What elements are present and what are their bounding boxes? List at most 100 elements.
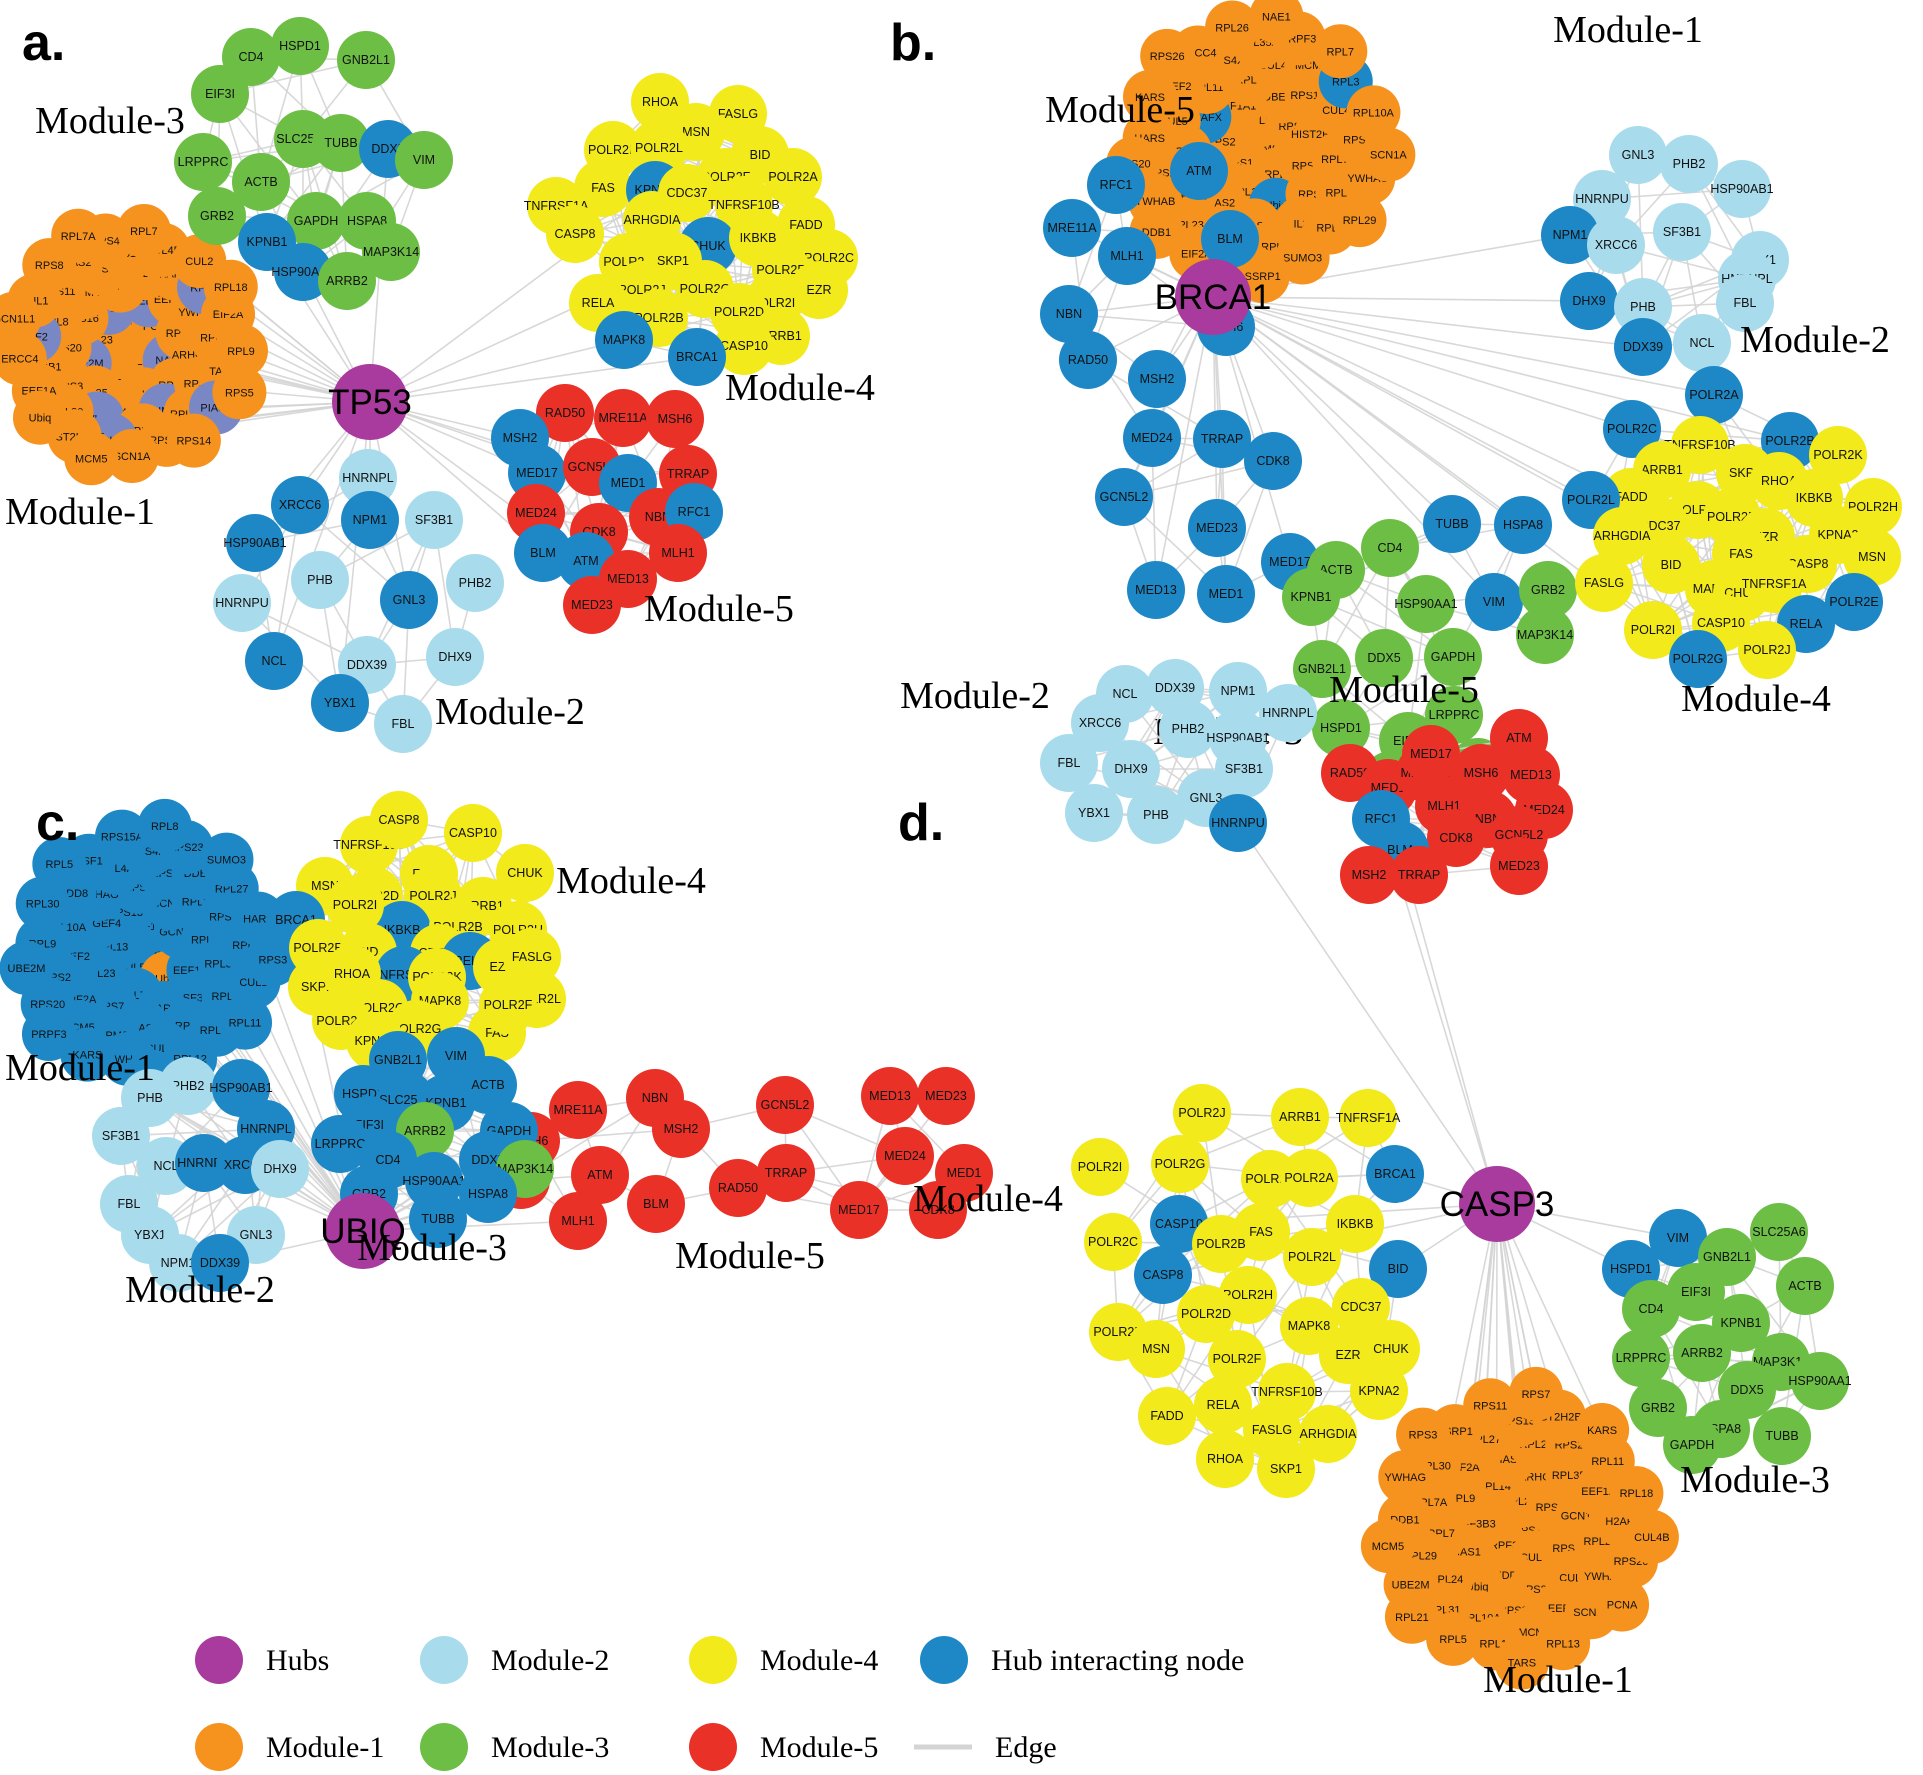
node-NPM1: NPM1	[341, 491, 399, 549]
node-POLR2F: POLR2F	[1208, 1330, 1266, 1388]
node-label: GNL3	[240, 1228, 273, 1242]
node-GNL3: GNL3	[1609, 126, 1667, 184]
node-label: RPL9	[227, 346, 255, 358]
node-EZR: EZR	[790, 261, 848, 319]
node-label: RPL8	[151, 821, 179, 833]
node-label: GAPDH	[1670, 1438, 1714, 1452]
module-label-Module-1: Module-1	[1553, 9, 1703, 51]
hub-CASP3: CASP3	[1440, 1166, 1554, 1242]
node-label: POLR2I	[333, 898, 377, 912]
node-CASP8: CASP8	[1134, 1246, 1192, 1304]
node-label: NAE1	[1262, 11, 1291, 23]
node-MED24: MED24	[876, 1127, 934, 1185]
node-label: GAPDH	[294, 214, 338, 228]
node-RPL21: RPL21	[1384, 1589, 1439, 1644]
node-label: EZR	[807, 283, 832, 297]
node-label: CASP10	[449, 826, 497, 840]
node-label: TRRAP	[1201, 432, 1243, 446]
node-label: POLR2J	[409, 889, 456, 903]
node-label: CDC37	[1341, 1300, 1382, 1314]
node-label: DDX5	[1730, 1383, 1763, 1397]
hub-BRCA1: BRCA1	[1155, 259, 1271, 335]
node-label: MSH2	[1352, 868, 1387, 882]
node-ATM: ATM	[1170, 142, 1228, 200]
node-POLR2L: POLR2L	[630, 119, 688, 177]
node-GRB2: GRB2	[1519, 561, 1577, 619]
node-label: EIF3I	[205, 87, 235, 101]
node-label: MRE11A	[553, 1103, 603, 1117]
node-MCM5: MCM5	[64, 431, 119, 486]
node-label: IKBKB	[740, 231, 777, 245]
node-label: TRRAP	[765, 1166, 807, 1180]
legend-swatch-icon	[689, 1723, 737, 1771]
node-label: TUBB	[324, 136, 357, 150]
node-HSP90AB1: HSP90AB1	[223, 514, 287, 572]
node-label: DDX5	[471, 1153, 504, 1167]
node-label: NPM1	[161, 1256, 196, 1270]
node-label: POLR2B	[1196, 1237, 1245, 1251]
node-label: RPL26	[1215, 22, 1249, 34]
node-CHUK: CHUK	[496, 844, 554, 902]
node-RPL18: RPL18	[203, 259, 258, 314]
node-PHB2: PHB2	[446, 554, 504, 612]
node-MED17: MED17	[830, 1181, 888, 1239]
node-label: GRB2	[200, 209, 234, 223]
node-MAP3K14: MAP3K14	[362, 223, 420, 281]
node-label: XRCC6	[1079, 716, 1121, 730]
node-XRCC6: XRCC6	[271, 476, 329, 534]
node-MED1: MED1	[1197, 565, 1255, 623]
legend-item-module-1: Module-1	[195, 1723, 384, 1771]
node-label: POLR2A	[768, 170, 818, 184]
node-NPM1: NPM1	[1541, 206, 1599, 264]
node-label: GCN5L2	[1100, 490, 1149, 504]
node-VIM: VIM	[1465, 573, 1523, 631]
node-label: HNRNPL	[240, 1122, 291, 1136]
node-label: RAD50	[1068, 353, 1108, 367]
node-label: TNFRSF10B	[1251, 1385, 1323, 1399]
node-label: ATM	[573, 554, 598, 568]
node-label: TUBB	[421, 1212, 454, 1226]
node-label: KPNB1	[1291, 590, 1332, 604]
node-label: GNL3	[1622, 148, 1655, 162]
node-label: SF3B1	[1663, 225, 1701, 239]
node-label: POLR2L	[1567, 493, 1615, 507]
node-YBX1: YBX1	[1065, 784, 1123, 842]
node-label: RPL7A	[61, 231, 97, 243]
node-label: ERCC4	[1, 353, 38, 365]
node-DDX39: DDX39	[191, 1234, 249, 1292]
node-label: UBE2M	[1392, 1580, 1430, 1592]
node-label: SKP1	[1270, 1462, 1302, 1476]
node-POLR2A: POLR2A	[764, 148, 822, 206]
node-TNFRSF1A: TNFRSF1A	[1336, 1089, 1401, 1147]
hub-edge	[1212, 296, 1644, 348]
node-label: PCNA	[1607, 1600, 1638, 1612]
node-label: YWHAB	[1135, 196, 1175, 208]
module-label-Module-2: Module-2	[435, 691, 585, 733]
node-label: MED13	[607, 572, 649, 586]
node-label: RPS3	[259, 954, 288, 966]
node-label: RPL7	[130, 226, 158, 238]
node-label: RPL11	[1591, 1456, 1624, 1468]
legend-item-hubs: Hubs	[195, 1636, 329, 1684]
node-CASP10: CASP10	[715, 317, 773, 375]
node-label: BLM	[643, 1197, 669, 1211]
node-label: RPL10A	[1353, 107, 1395, 119]
node-label: POLR2E	[1829, 595, 1878, 609]
node-NPM1: NPM1	[149, 1234, 207, 1292]
node-label: CD4	[1377, 541, 1402, 555]
node-DHX9: DHX9	[251, 1140, 309, 1198]
node-label: MSH6	[1464, 766, 1499, 780]
node-label: YBX1	[324, 696, 356, 710]
legend-item-module-2: Module-2	[420, 1636, 609, 1684]
legend-label: Module-1	[266, 1731, 384, 1764]
node-label: FBL	[1734, 296, 1757, 310]
node-label: FBL	[1058, 756, 1081, 770]
legend-label: Module-4	[760, 1644, 878, 1677]
hub-TP53: TP53	[328, 364, 412, 440]
node-ARHGDIA: ARHGDIA	[1593, 507, 1651, 565]
node-label: BID	[750, 148, 771, 162]
legend-label: Module-2	[491, 1644, 609, 1677]
node-label: CDK8	[1256, 454, 1289, 468]
module-label-Module-1: Module-1	[5, 1047, 155, 1089]
node-label: RFC1	[1365, 812, 1398, 826]
